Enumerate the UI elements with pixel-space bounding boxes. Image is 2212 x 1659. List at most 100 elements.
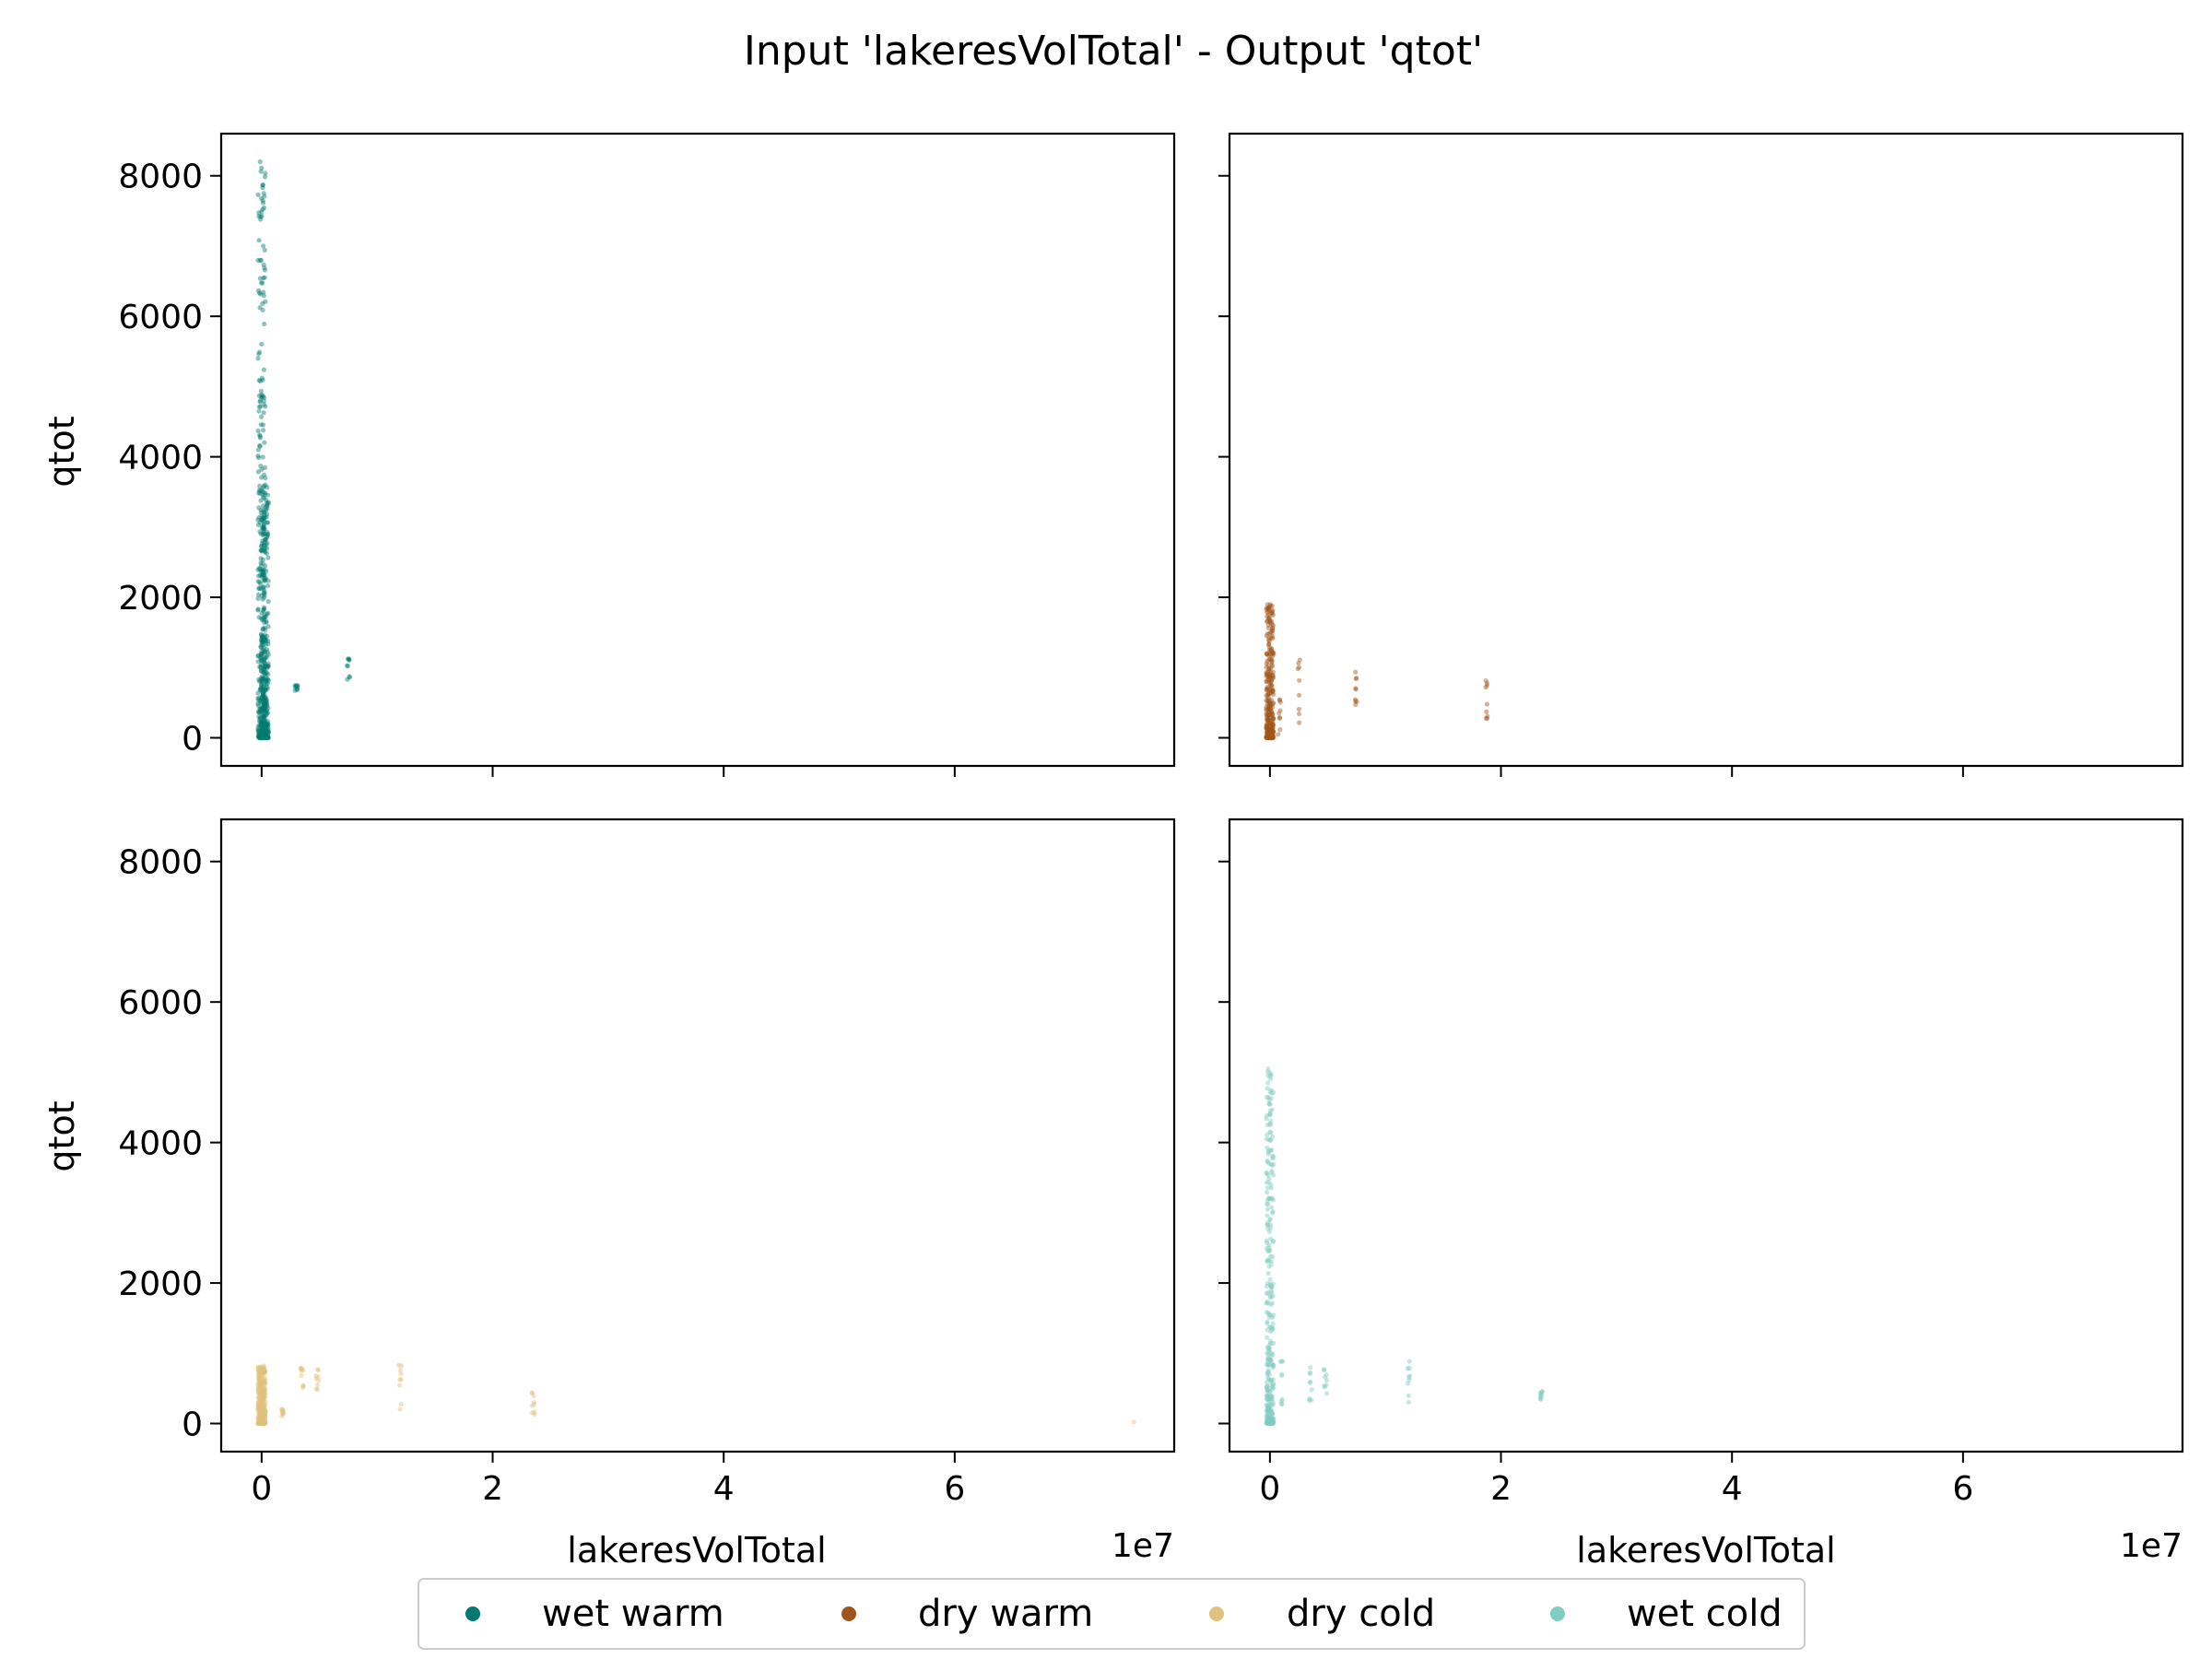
scatter-point-wet-warm [263, 687, 268, 692]
scatter-point-wet-warm [262, 707, 267, 712]
scatter-point-wet-warm [259, 651, 265, 656]
scatter-point-dry-warm [1266, 635, 1272, 641]
scatter-point-dry-warm [1267, 649, 1273, 654]
scatter-point-dry-warm [1265, 614, 1270, 619]
scatter-point-wet-cold [1269, 1170, 1275, 1176]
scatter-point-wet-cold [1269, 1350, 1275, 1356]
scatter-point-dry-warm [1266, 709, 1273, 714]
scatter-point-wet-warm [259, 718, 265, 724]
scatter-point-wet-warm [263, 299, 268, 304]
scatter-point-wet-cold [1268, 1284, 1274, 1289]
scatter-point-dry-cold [396, 1382, 403, 1388]
scatter-point-dry-warm [1264, 618, 1270, 624]
y-tick-label: 6000 [118, 299, 203, 336]
scatter-point-dry-warm [1265, 734, 1270, 739]
scatter-point-wet-warm [262, 660, 267, 665]
scatter-point-wet-warm [258, 723, 264, 728]
scatter-point-dry-cold [256, 1365, 262, 1371]
scatter-point-dry-warm [1484, 683, 1489, 688]
scatter-point-wet-cold [1264, 1290, 1269, 1296]
scatter-point-wet-warm [265, 578, 271, 583]
scatter-point-dry-warm [1265, 692, 1271, 698]
y-tick-label: 4000 [118, 1125, 203, 1163]
scatter-point-wet-cold [1264, 1420, 1269, 1426]
scatter-point-dry-warm [1266, 647, 1273, 653]
scatter-point-wet-cold [1268, 1147, 1274, 1153]
scatter-point-wet-warm [259, 724, 265, 730]
scatter-point-dry-warm [1269, 735, 1275, 741]
scatter-point-dry-cold [256, 1418, 262, 1424]
scatter-point-wet-warm [257, 349, 263, 355]
scatter-point-dry-cold [258, 1409, 264, 1415]
scatter-point-dry-warm [1265, 625, 1271, 631]
scatter-point-dry-warm [1265, 732, 1271, 738]
scatter-point-wet-warm [257, 678, 263, 684]
scatter-point-wet-warm [261, 641, 266, 647]
scatter-point-dry-warm [1265, 729, 1270, 735]
scatter-point-wet-warm [259, 341, 265, 347]
scatter-point-wet-cold [1307, 1396, 1312, 1402]
scatter-point-wet-warm [256, 585, 262, 591]
scatter-point-dry-cold [260, 1398, 265, 1404]
scatter-point-wet-cold [1265, 1418, 1271, 1424]
x-tick-label: 4 [1722, 1470, 1743, 1508]
scatter-point-wet-warm [259, 731, 265, 737]
scatter-point-dry-cold [259, 1406, 265, 1412]
scatter-point-wet-cold [1271, 1340, 1277, 1347]
scatter-point-wet-cold [1265, 1411, 1271, 1417]
scatter-point-wet-cold [1265, 1249, 1272, 1254]
scatter-point-wet-warm [262, 589, 267, 594]
scatter-point-wet-cold [1321, 1367, 1327, 1372]
scatter-point-dry-cold [259, 1381, 265, 1386]
scatter-point-wet-warm [265, 724, 270, 729]
scatter-point-wet-cold [1267, 1338, 1274, 1344]
scatter-point-dry-cold [259, 1392, 265, 1397]
scatter-point-wet-cold [1271, 1161, 1277, 1168]
scatter-point-wet-warm [260, 557, 266, 562]
scatter-point-dry-cold [261, 1396, 266, 1402]
scatter-point-dry-warm [1271, 715, 1277, 722]
scatter-point-wet-cold [1269, 1403, 1275, 1408]
legend-label-wet-cold: wet cold [1627, 1593, 1783, 1635]
scatter-point-wet-warm [259, 649, 265, 654]
scatter-point-dry-warm [1269, 662, 1275, 667]
scatter-point-dry-cold [298, 1365, 303, 1371]
scatter-point-wet-warm [261, 243, 266, 249]
scatter-point-wet-warm [259, 735, 265, 741]
scatter-point-dry-warm [1267, 702, 1273, 708]
scatter-point-dry-warm [1270, 721, 1276, 727]
scatter-point-wet-warm [261, 712, 266, 718]
scatter-point-dry-cold [261, 1415, 266, 1420]
scatter-point-dry-warm [1270, 716, 1277, 722]
scatter-point-dry-warm [1267, 703, 1273, 709]
scatter-point-wet-warm [259, 466, 265, 472]
scatter-point-wet-cold [1264, 1396, 1269, 1402]
scatter-point-wet-warm [255, 653, 261, 658]
scatter-point-wet-warm [259, 735, 265, 740]
scatter-point-wet-warm [258, 655, 264, 661]
scatter-point-wet-warm [261, 669, 266, 675]
scatter-point-wet-warm [263, 578, 268, 583]
scatter-point-wet-cold [1267, 1420, 1273, 1426]
scatter-point-dry-warm [1267, 720, 1274, 725]
scatter-point-wet-cold [1309, 1387, 1314, 1393]
scatter-point-wet-warm [260, 393, 265, 399]
scatter-point-dry-warm [1265, 735, 1270, 740]
x-axis-label-left: lakeresVolTotal [567, 1530, 826, 1571]
scatter-point-wet-warm [292, 683, 298, 688]
scatter-point-wet-cold [1267, 1108, 1273, 1113]
scatter-point-dry-cold [259, 1413, 265, 1418]
scatter-point-wet-warm [256, 490, 262, 496]
scatter-point-wet-warm [260, 723, 266, 729]
scatter-point-wet-warm [259, 475, 265, 480]
scatter-point-wet-warm [262, 514, 267, 521]
scatter-point-wet-cold [1307, 1371, 1312, 1377]
scatter-point-wet-warm [259, 195, 265, 201]
scatter-point-dry-cold [314, 1386, 321, 1392]
scatter-point-wet-cold [1267, 1418, 1273, 1424]
scatter-point-dry-cold [260, 1397, 265, 1403]
scatter-point-wet-cold [1264, 1300, 1269, 1306]
scatter-point-wet-warm [265, 611, 270, 617]
scatter-point-wet-cold [1265, 1189, 1270, 1195]
scatter-point-wet-warm [259, 705, 265, 711]
